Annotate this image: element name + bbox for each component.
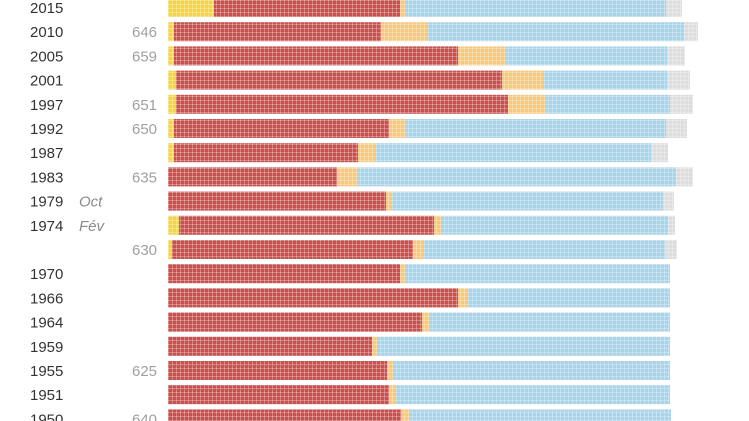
year-label: 1997 — [30, 97, 63, 114]
bar-row: 1992 650 — [30, 119, 687, 138]
bar-rows: 2015 2010 646 2005 659 2001 1997 651 1992 650 1987… — [30, 0, 698, 421]
year-label: 2005 — [30, 48, 63, 65]
bar-row: 2005 659 — [30, 46, 685, 66]
bar-row: 1950 640 — [30, 409, 671, 421]
bar-grid-texture — [168, 191, 674, 211]
bar-row: 1997 651 — [30, 94, 693, 114]
bar-grid-texture — [168, 70, 690, 90]
bar-grid-texture — [168, 167, 693, 187]
bar-row: 2001 — [30, 70, 690, 90]
month-note: Oct — [79, 194, 103, 211]
bar-row: 1983 635 — [30, 167, 693, 187]
bar-grid-texture — [168, 240, 677, 259]
bar-grid-texture — [168, 22, 698, 42]
total-seats-label: 659 — [132, 48, 157, 65]
bar-row: 1974 Fév — [30, 215, 675, 235]
year-label: 1951 — [30, 387, 63, 404]
year-label: 1959 — [30, 339, 63, 356]
year-label: 1974 — [30, 218, 63, 235]
bar-grid-texture — [168, 312, 670, 332]
bar-grid-texture — [168, 143, 668, 163]
total-seats-label: 646 — [132, 24, 157, 41]
bar-grid-texture — [168, 94, 693, 114]
total-seats-label: 650 — [132, 121, 157, 138]
year-label: 1950 — [30, 411, 63, 421]
bar-grid-texture — [168, 336, 670, 356]
total-seats-label: 630 — [132, 242, 157, 259]
bar-row: 1964 — [30, 312, 670, 332]
bar-grid-texture — [168, 385, 670, 405]
bar-row: 1987 — [30, 143, 668, 163]
year-label: 1983 — [30, 169, 63, 186]
year-label: 2010 — [30, 24, 63, 41]
year-label: 1964 — [30, 315, 63, 332]
bar-row: 1966 — [30, 288, 670, 308]
total-seats-label: 635 — [132, 169, 157, 186]
bar-row: 630 — [132, 240, 677, 259]
bar-row: 1955 625 — [30, 361, 670, 380]
year-label: 2015 — [30, 0, 63, 17]
bar-grid-texture — [168, 0, 682, 17]
bar-grid-texture — [168, 264, 670, 284]
year-label: 1970 — [30, 266, 63, 283]
year-label: 1966 — [30, 290, 63, 307]
bar-grid-texture — [168, 361, 670, 380]
bar-row: 1959 — [30, 336, 670, 356]
bar-grid-texture — [168, 409, 671, 421]
total-seats-label: 625 — [132, 363, 157, 380]
year-label: 1955 — [30, 363, 63, 380]
bar-grid-texture — [168, 119, 687, 138]
total-seats-label: 651 — [132, 97, 157, 114]
bar-row: 2010 646 — [30, 22, 698, 42]
total-seats-label: 640 — [132, 411, 157, 421]
bar-row: 2015 — [30, 0, 682, 17]
year-label: 1992 — [30, 121, 63, 138]
month-note: Fév — [79, 218, 106, 235]
year-label: 1979 — [30, 194, 63, 211]
bar-grid-texture — [168, 288, 670, 308]
bar-row: 1979 Oct — [30, 191, 674, 211]
bar-grid-texture — [168, 215, 675, 235]
year-label: 1987 — [30, 145, 63, 162]
bar-row: 1970 — [30, 264, 670, 284]
bar-grid-texture — [168, 46, 685, 66]
bar-row: 1951 — [30, 385, 670, 405]
year-label: 2001 — [30, 73, 63, 90]
